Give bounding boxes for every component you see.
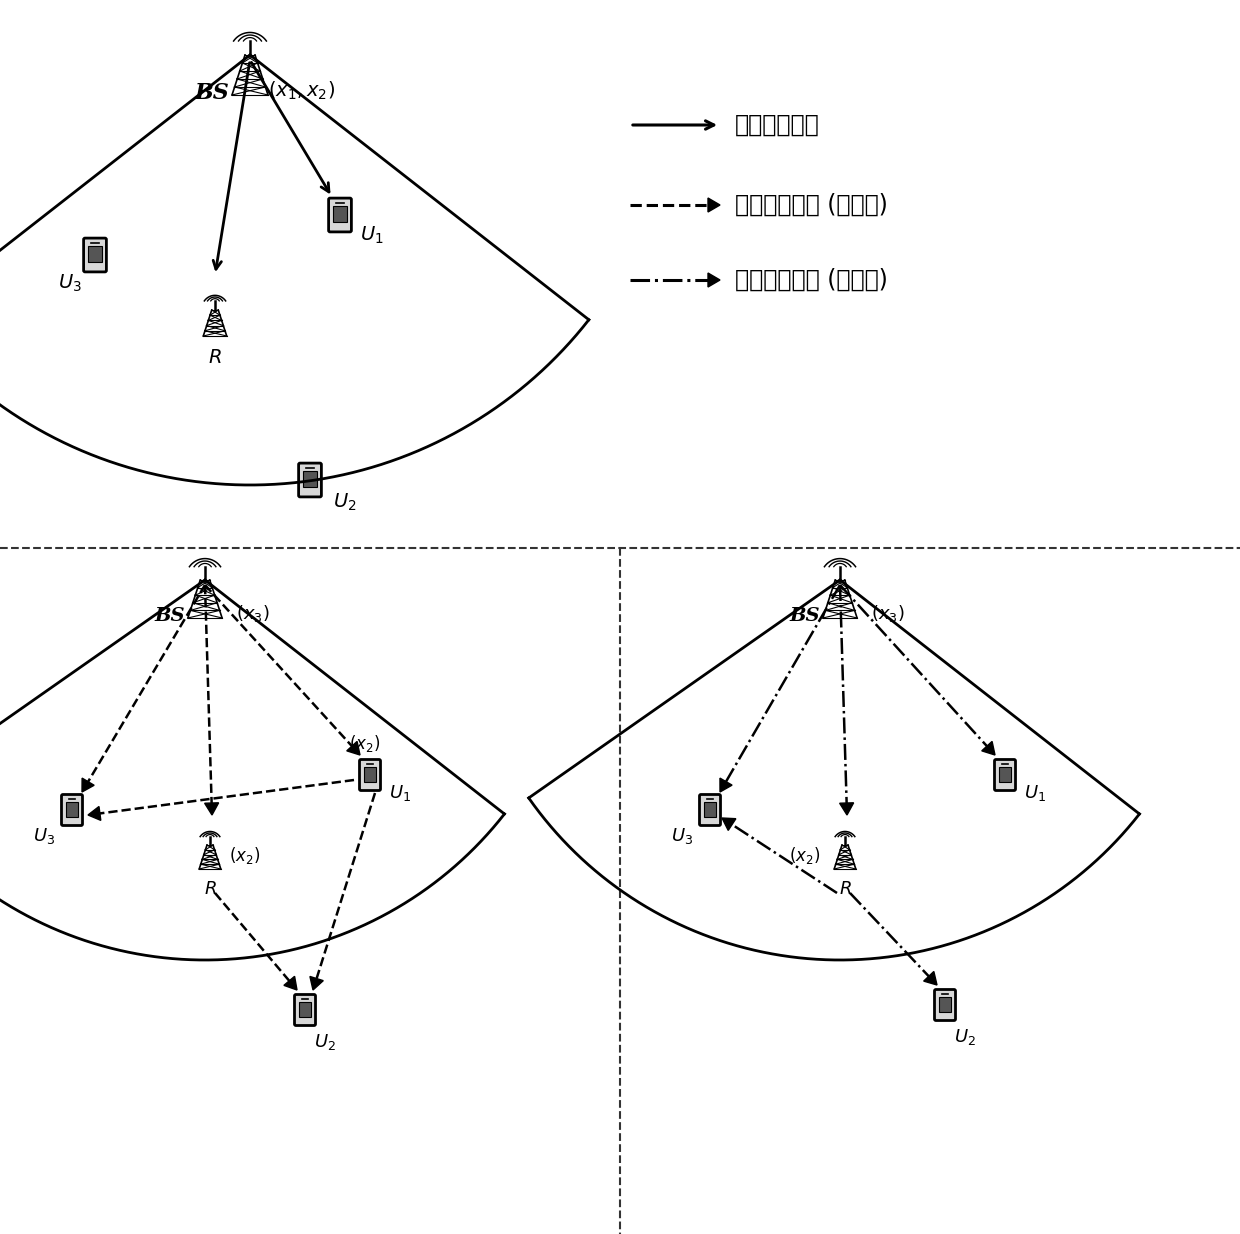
Bar	[303, 471, 317, 487]
Text: $(x_2)$: $(x_2)$	[790, 844, 821, 865]
FancyBboxPatch shape	[83, 238, 107, 271]
Text: $R$: $R$	[203, 880, 217, 898]
Bar	[299, 1002, 311, 1017]
Text: $U_3$: $U_3$	[33, 826, 55, 847]
Text: BS: BS	[195, 81, 229, 104]
Text: BS: BS	[155, 607, 185, 624]
Text: $U_1$: $U_1$	[1024, 784, 1047, 803]
FancyBboxPatch shape	[329, 199, 351, 232]
Text: $U_3$: $U_3$	[58, 273, 82, 294]
Text: $U_1$: $U_1$	[360, 225, 384, 246]
Bar	[939, 997, 951, 1012]
Polygon shape	[924, 971, 937, 985]
FancyBboxPatch shape	[62, 795, 83, 826]
Bar	[703, 802, 717, 817]
Polygon shape	[839, 803, 853, 814]
Text: 协作传输阶段 (模式一): 协作传输阶段 (模式一)	[735, 193, 888, 217]
FancyBboxPatch shape	[295, 995, 315, 1025]
Text: $R$: $R$	[208, 349, 222, 366]
Text: $(x_3)$: $(x_3)$	[872, 603, 905, 624]
Text: $(x_1,x_2)$: $(x_1,x_2)$	[268, 80, 336, 102]
Text: 直接传输阶段: 直接传输阶段	[735, 114, 820, 137]
Text: $U_3$: $U_3$	[671, 826, 693, 847]
Polygon shape	[205, 803, 218, 814]
Bar	[332, 206, 347, 222]
Bar	[998, 768, 1012, 781]
Polygon shape	[310, 976, 324, 990]
Text: $(x_2)$: $(x_2)$	[350, 733, 381, 754]
Bar	[66, 802, 78, 817]
FancyBboxPatch shape	[699, 795, 720, 826]
Bar	[88, 247, 102, 263]
Text: $U_2$: $U_2$	[334, 491, 357, 512]
FancyBboxPatch shape	[299, 463, 321, 497]
Text: $U_2$: $U_2$	[954, 1027, 976, 1046]
Text: $U_2$: $U_2$	[314, 1032, 336, 1053]
Text: $U_1$: $U_1$	[389, 784, 410, 803]
Bar	[363, 768, 377, 781]
FancyBboxPatch shape	[360, 759, 381, 791]
Text: 协作传输阶段 (模式二): 协作传输阶段 (模式二)	[735, 268, 888, 292]
FancyBboxPatch shape	[935, 990, 956, 1021]
Text: BS: BS	[790, 607, 821, 624]
Polygon shape	[88, 807, 100, 821]
Polygon shape	[708, 197, 720, 212]
Polygon shape	[722, 818, 735, 830]
Polygon shape	[347, 742, 360, 755]
Text: $(x_2)$: $(x_2)$	[229, 844, 260, 865]
FancyBboxPatch shape	[994, 759, 1016, 791]
Polygon shape	[720, 779, 732, 792]
Polygon shape	[982, 742, 994, 755]
Polygon shape	[82, 779, 94, 792]
Polygon shape	[284, 976, 298, 990]
Text: $(x_3)$: $(x_3)$	[236, 603, 270, 624]
Polygon shape	[708, 273, 720, 288]
Text: $R$: $R$	[838, 880, 852, 898]
